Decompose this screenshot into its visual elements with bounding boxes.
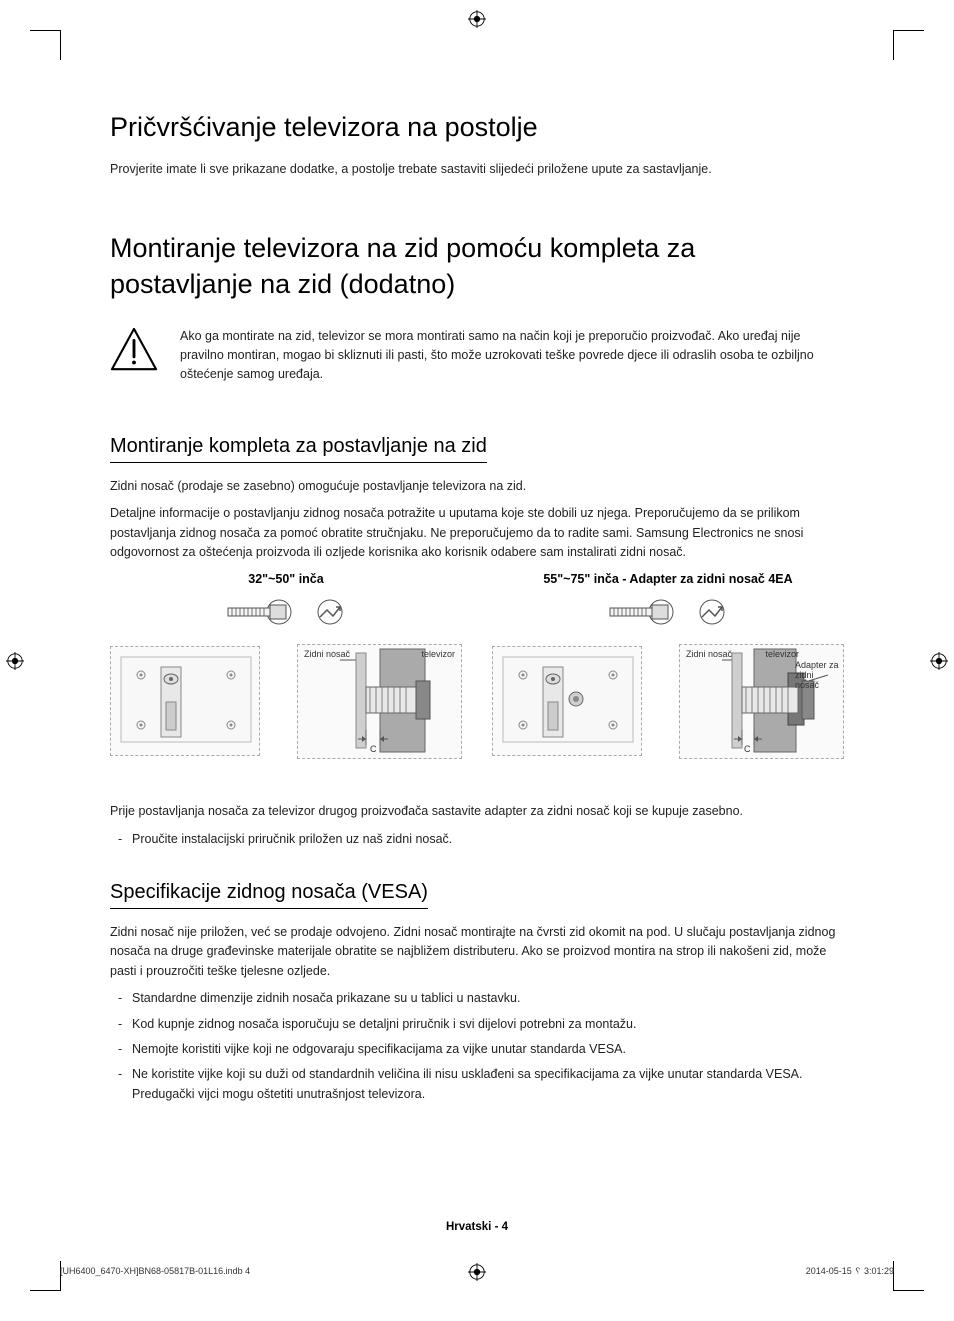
wall-panel-diagram	[110, 646, 260, 756]
crop-mark	[30, 1290, 60, 1291]
cs-label-c: C	[370, 744, 377, 754]
cs-label-tv: televizor	[421, 649, 455, 659]
cross-section-diagram: Zidni nosač televizor	[297, 644, 462, 759]
crop-mark	[893, 30, 894, 60]
crop-mark	[30, 30, 60, 31]
registration-mark-icon	[930, 652, 948, 670]
registration-mark-icon	[468, 10, 486, 28]
list-item: Proučite instalacijski priručnik prilože…	[122, 830, 844, 849]
diagram-large-sizes: 55"~75" inča - Adapter za zidni nosač 4E…	[492, 572, 844, 774]
cs-label-c: C	[744, 744, 751, 754]
page-footer-lang: Hrvatski - 4	[0, 1221, 954, 1233]
subheading-mounting-kit: Montiranje kompleta za postavljanje na z…	[110, 435, 487, 463]
list-item: Ne koristite vijke koji su duži od stand…	[122, 1065, 844, 1104]
page-content: Pričvršćivanje televizora na postolje Pr…	[0, 0, 954, 1170]
heading-attach-stand: Pričvršćivanje televizora na postolje	[110, 110, 844, 145]
registration-mark-icon	[6, 652, 24, 670]
subheading-vesa: Specifikacije zidnog nosača (VESA)	[110, 881, 428, 909]
cs-label-adapter: Adapter za zidni nosač	[795, 661, 839, 691]
heading-wall-mount: Montiranje televizora na zid pomoću komp…	[110, 231, 844, 301]
print-filename: [UH6400_6470-XH]BN68-05817B-01L16.indb 4	[60, 1266, 250, 1277]
diagram-title: 55"~75" inča - Adapter za zidni nosač 4E…	[492, 572, 844, 586]
warning-text: Ako ga montirate na zid, televizor se mo…	[180, 327, 844, 385]
wall-panel-diagram	[492, 646, 642, 756]
diagram-row: 32"~50" inča	[110, 572, 844, 774]
diagram-title: 32"~50" inča	[110, 572, 462, 586]
list-item: Kod kupnje zidnog nosača isporučuju se d…	[122, 1015, 844, 1034]
paragraph: Detaljne informacije o postavljanju zidn…	[110, 504, 844, 562]
bullet-list: Proučite instalacijski priručnik prilože…	[110, 830, 844, 849]
cs-label-bracket: Zidni nosač	[686, 649, 732, 659]
cs-label-tv: televizor	[765, 649, 799, 659]
crop-mark	[894, 30, 924, 31]
paragraph: Prije postavljanja nosača za televizor d…	[110, 802, 844, 821]
warning-block: Ako ga montirate na zid, televizor se mo…	[110, 327, 844, 393]
cross-section-diagram: Zidni nosač televizor Adapter za zidni n…	[679, 644, 844, 759]
paragraph: Provjerite imate li sve prikazane dodatk…	[110, 160, 844, 179]
warning-icon	[110, 327, 158, 371]
list-item: Standardne dimenzije zidnih nosača prika…	[122, 989, 844, 1008]
paragraph: Zidni nosač nije priložen, već se prodaj…	[110, 923, 844, 981]
print-timestamp: 2014-05-15 ␦ 3:01:29	[806, 1266, 894, 1277]
bolt-diagram	[110, 594, 462, 630]
bolt-diagram	[492, 594, 844, 630]
vesa-bullet-list: Standardne dimenzije zidnih nosača prika…	[110, 989, 844, 1104]
print-footer: [UH6400_6470-XH]BN68-05817B-01L16.indb 4…	[60, 1266, 894, 1277]
list-item: Nemojte koristiti vijke koji ne odgovara…	[122, 1040, 844, 1059]
crop-mark	[60, 30, 61, 60]
diagram-small-sizes: 32"~50" inča	[110, 572, 462, 774]
paragraph: Zidni nosač (prodaje se zasebno) omoguću…	[110, 477, 844, 496]
crop-mark	[894, 1290, 924, 1291]
cs-label-bracket: Zidni nosač	[304, 649, 350, 659]
